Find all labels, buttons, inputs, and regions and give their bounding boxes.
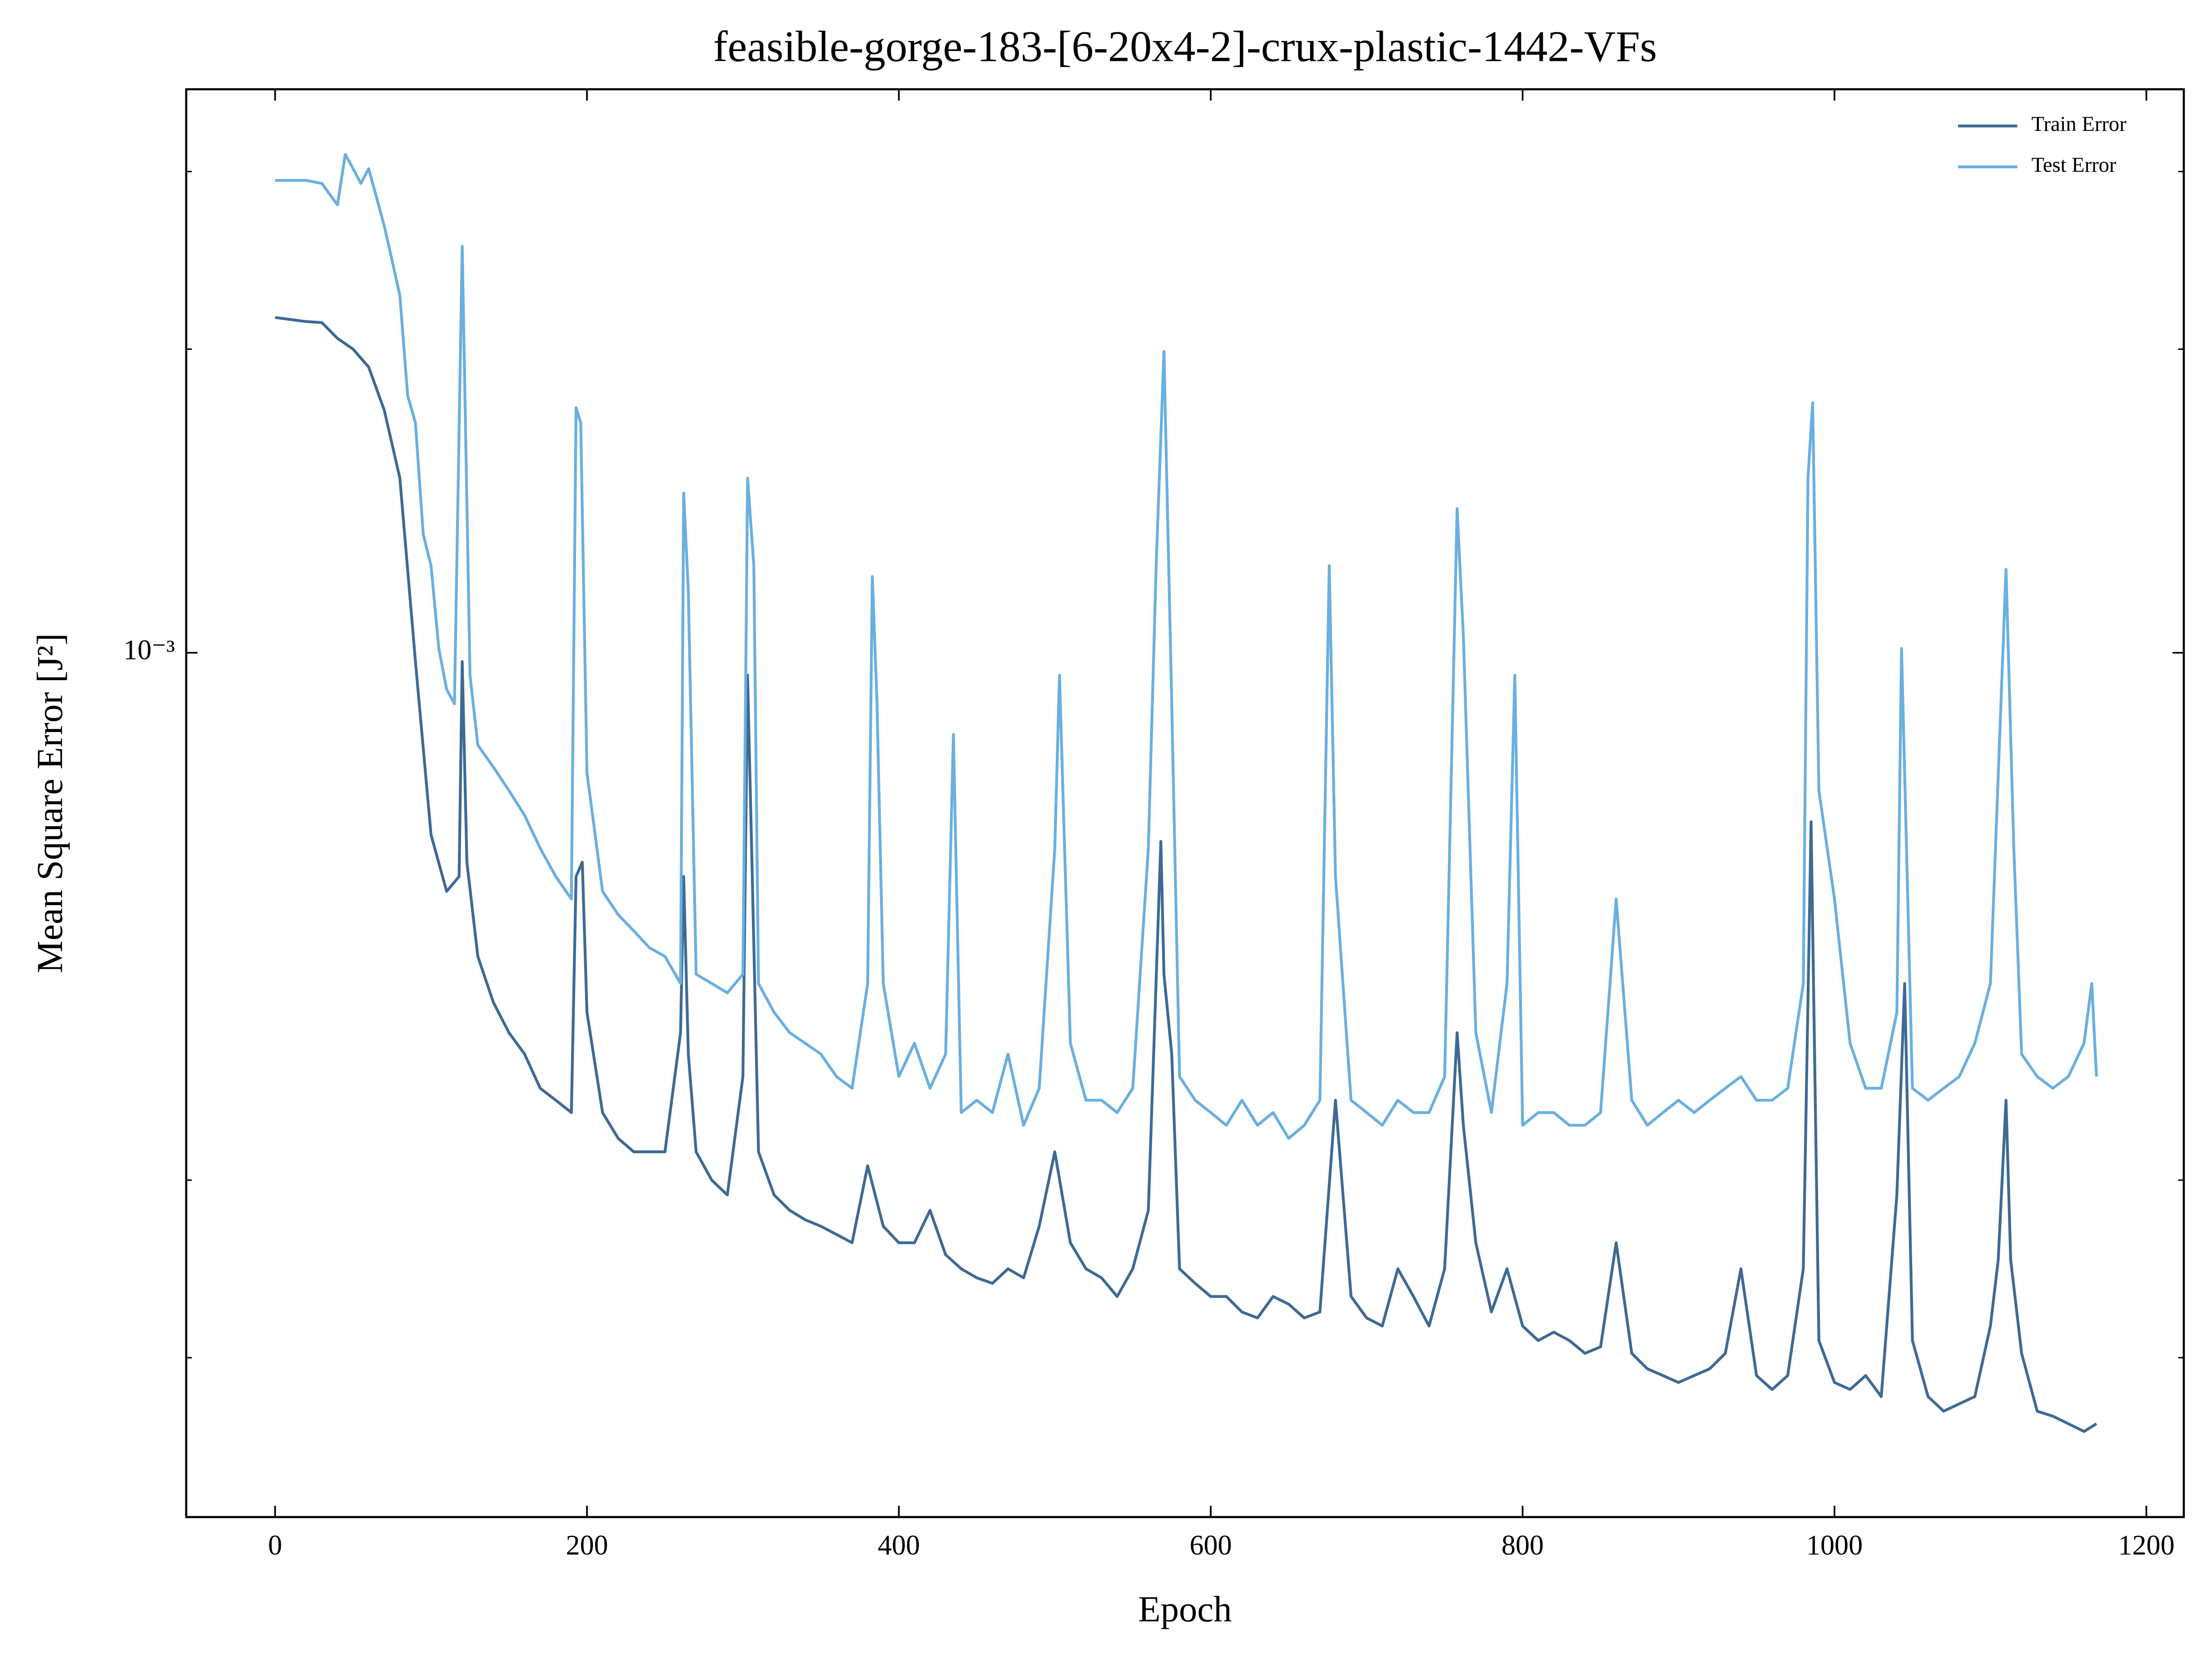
x-tick-label: 600 <box>1189 1530 1232 1561</box>
x-tick-label: 0 <box>268 1530 282 1561</box>
y-tick-label: 10⁻³ <box>124 635 175 666</box>
x-tick-label: 200 <box>566 1530 608 1561</box>
x-tick-label: 1200 <box>2118 1530 2174 1561</box>
data-line <box>275 153 2098 1140</box>
legend-label: Train Error <box>2032 113 2127 136</box>
x-axis-label: Epoch <box>1138 1589 1232 1630</box>
y-axis-label: Mean Square Error [J²] <box>30 633 70 973</box>
x-tick-label: 1000 <box>1806 1530 1863 1561</box>
legend-label: Test Error <box>2032 154 2117 177</box>
chart-title: feasible-gorge-183-[6-20x4-2]-crux-plast… <box>713 22 1657 71</box>
x-tick-label: 400 <box>878 1530 920 1561</box>
data-line <box>275 316 2098 1433</box>
plot-frame <box>185 88 2185 1518</box>
x-tick-label: 800 <box>1501 1530 1544 1561</box>
